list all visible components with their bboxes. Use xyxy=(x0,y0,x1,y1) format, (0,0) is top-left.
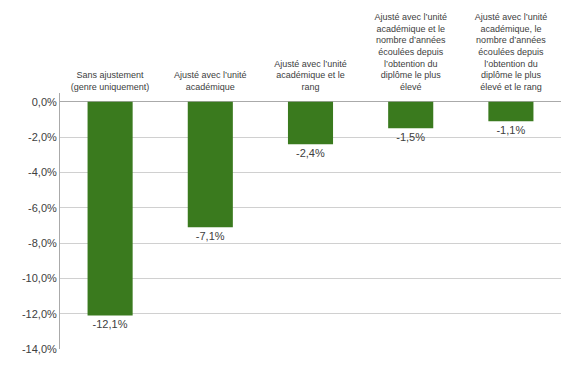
svg-text:-1,5%: -1,5% xyxy=(396,131,425,143)
svg-text:-12,0%: -12,0% xyxy=(22,308,57,320)
svg-text:-2,4%: -2,4% xyxy=(296,147,325,159)
svg-text:-6,0%: -6,0% xyxy=(28,202,57,214)
svg-text:-2,0%: -2,0% xyxy=(28,131,57,143)
svg-text:-12,1%: -12,1% xyxy=(93,318,128,330)
svg-text:-1,1%: -1,1% xyxy=(496,124,525,136)
svg-text:0,0%: 0,0% xyxy=(32,96,57,108)
svg-text:-4,0%: -4,0% xyxy=(28,166,57,178)
svg-text:-14,0%: -14,0% xyxy=(22,343,57,355)
svg-text:-8,0%: -8,0% xyxy=(28,237,57,249)
svg-text:Ajusté avec l’unitéacadémique: Ajusté avec l’unitéacadémique xyxy=(174,71,247,93)
svg-text:-7,1%: -7,1% xyxy=(196,230,225,242)
svg-text:Ajusté avec l’unitéacadémique,: Ajusté avec l’unitéacadémique, lenombre … xyxy=(475,12,548,92)
svg-text:Ajusté avec l’unitéacadémique: Ajusté avec l’unitéacadémique et lerang xyxy=(274,59,347,92)
svg-text:-10,0%: -10,0% xyxy=(22,272,57,284)
svg-text:Sans ajustement(genre uniqueme: Sans ajustement(genre uniquement) xyxy=(71,71,150,93)
svg-text:Ajusté avec l’unitéacadémique: Ajusté avec l’unitéacadémique et lenombr… xyxy=(374,12,447,92)
